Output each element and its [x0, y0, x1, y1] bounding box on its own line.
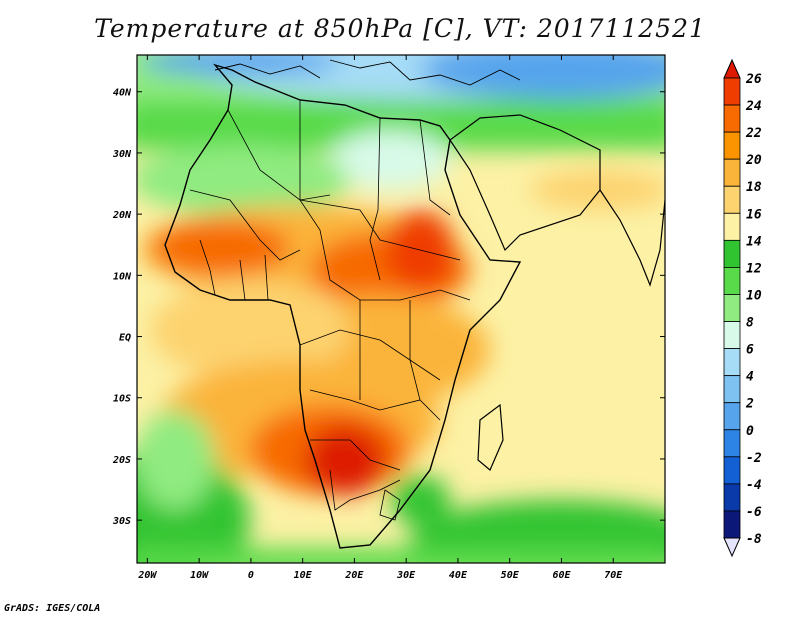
- colorbar-box: [723, 212, 741, 241]
- lon-label: 10W: [190, 570, 209, 581]
- colorbar-box: [723, 158, 741, 187]
- lat-label: 30N: [112, 149, 132, 160]
- colorbar-box: [723, 321, 741, 349]
- lon-label: 20W: [137, 570, 157, 581]
- lon-label: 0: [248, 570, 254, 581]
- colorbar-level-label: 20: [745, 153, 762, 168]
- colorbar-box: [723, 375, 741, 404]
- colorbar-box: [723, 456, 741, 485]
- colorbar-level-label: 4: [746, 370, 754, 385]
- colorbar-level-label: 0: [746, 424, 754, 439]
- colorbar-level-label: 6: [746, 343, 754, 358]
- colorbar-level-label: -2: [746, 451, 762, 466]
- colorbar-level-label: 16: [746, 207, 762, 222]
- lat-label: 20S: [112, 455, 131, 466]
- colorbar-max-arrow: [723, 58, 741, 79]
- colorbar-level-label: 22: [745, 126, 762, 141]
- lat-label: 10S: [113, 394, 131, 405]
- colorbar-level-label: -6: [746, 505, 762, 520]
- temperature-field: [137, 55, 665, 563]
- longitude-labels: 20W 10W 0 10E 20E 30E 40E 50E 60E 70E: [137, 55, 623, 581]
- colorbar-level-label: 12: [746, 261, 762, 276]
- colorbar-box: [723, 483, 741, 512]
- country-borders: [189, 100, 471, 521]
- lon-label: 20E: [344, 570, 364, 581]
- lat-label: EQ: [119, 333, 131, 344]
- colorbar-level-label: -8: [746, 532, 762, 547]
- plot-frame: [136, 54, 666, 564]
- lon-label: 70E: [604, 570, 623, 581]
- lon-label: 50E: [501, 570, 520, 581]
- latitude-labels: 40N 30N 20N 10N EQ 10S 20S 30S: [112, 88, 665, 527]
- lat-label: 10N: [113, 271, 132, 282]
- colorbar-level-label: 2: [745, 397, 754, 412]
- lat-label: 30S: [112, 516, 131, 527]
- colorbar-box: [723, 402, 741, 431]
- colorbar-level-label: -4: [746, 478, 762, 493]
- colorbar-box: [723, 510, 741, 539]
- map-title: Temperature at 850hPa [C], VT: 201711252…: [94, 14, 706, 43]
- lon-label: 40E: [449, 570, 468, 581]
- colorbar-box: [723, 294, 741, 322]
- colorbar-box: [723, 77, 741, 106]
- colorbar-level-label: 24: [745, 99, 762, 114]
- colorbar-box: [723, 131, 741, 160]
- colorbar-box: [723, 348, 741, 377]
- lon-label: 30E: [396, 570, 416, 581]
- colorbar-box: [723, 429, 741, 458]
- colorbar-level-label: 18: [746, 180, 762, 195]
- colorbar-box: [723, 267, 741, 295]
- footer-credit: GrADS: IGES/COLA: [4, 603, 101, 614]
- coastlines: [164, 59, 665, 549]
- colorbar-box: [723, 239, 741, 268]
- colorbar-min-arrow: [723, 537, 741, 558]
- colorbar-box: [723, 185, 741, 214]
- lon-label: 60E: [552, 570, 571, 581]
- colorbar-level-label: 26: [745, 72, 762, 87]
- colorbar-level-label: 8: [746, 316, 754, 331]
- lat-label: 20N: [112, 210, 132, 221]
- colorbar-level-label: 10: [746, 288, 762, 303]
- colorbar-level-label: 14: [746, 234, 762, 249]
- colorbar-box: [723, 104, 741, 133]
- lon-label: 10E: [294, 570, 313, 581]
- lat-label: 40N: [113, 88, 132, 99]
